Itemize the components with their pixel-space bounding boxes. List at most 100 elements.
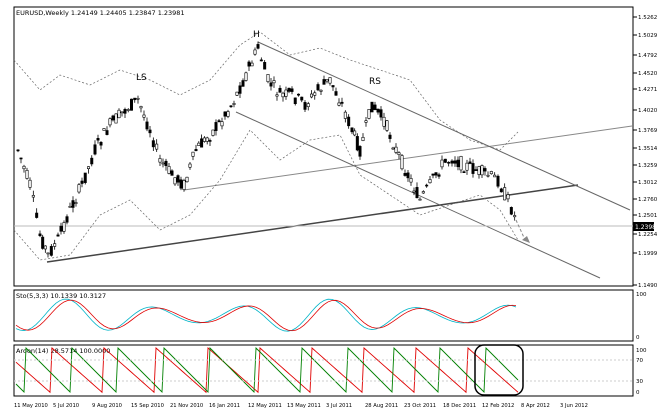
candle-body xyxy=(471,163,475,174)
candle-body xyxy=(244,72,248,81)
candle-body xyxy=(337,102,341,106)
candle-body xyxy=(253,49,257,55)
time-label: 12 Feb 2012 xyxy=(482,403,514,409)
candle-body xyxy=(440,159,444,168)
candle-body xyxy=(108,118,112,126)
candle-body xyxy=(46,252,50,255)
candle-body xyxy=(434,172,438,176)
candle-body xyxy=(503,187,507,201)
aroon-down-line xyxy=(15,346,519,394)
candle-body xyxy=(202,137,206,142)
candle-body xyxy=(53,243,57,247)
candle-body xyxy=(513,215,517,218)
candle-body xyxy=(117,109,121,119)
candle-body xyxy=(334,91,338,96)
candle-body xyxy=(340,101,344,104)
candle-body xyxy=(151,140,155,148)
candle-body xyxy=(25,170,29,179)
candle-body xyxy=(303,102,307,110)
candle-body xyxy=(220,121,224,127)
price-axis: 1.5262 1.5029 1.4792 1.4520 1.4271 1.4020 1.37… xyxy=(633,15,658,289)
price-tick-label: 1.4792 xyxy=(638,53,657,59)
candle-body xyxy=(480,165,484,176)
candle-body xyxy=(506,194,510,200)
candle-body xyxy=(272,80,276,84)
time-label: 5 Jul 2010 xyxy=(53,403,79,409)
candle-body xyxy=(425,184,429,187)
candle-body xyxy=(361,136,365,141)
candle-body xyxy=(412,190,416,193)
candle-body xyxy=(281,92,285,98)
candle-body xyxy=(391,147,395,150)
candle-body xyxy=(136,97,140,100)
candle-body xyxy=(123,109,127,114)
price-tick-label: 1.4020 xyxy=(638,108,658,114)
aroon-tick-label: 0 xyxy=(636,390,640,396)
candle-body xyxy=(56,234,60,237)
candle-body xyxy=(197,142,201,146)
channel-top xyxy=(257,41,631,211)
time-label: 9 Aug 2010 xyxy=(92,403,122,409)
candle-body xyxy=(266,74,270,82)
candle-body xyxy=(191,151,195,157)
time-label: 8 Apr 2012 xyxy=(521,403,550,409)
candle-body xyxy=(364,120,368,123)
candle-body xyxy=(415,187,419,199)
price-tick-label: 1.4520 xyxy=(638,71,658,77)
candle-body xyxy=(68,206,72,208)
candle-body xyxy=(83,172,87,183)
candle-body xyxy=(509,207,513,215)
candle-body xyxy=(114,113,118,124)
candle-body xyxy=(155,143,159,150)
candle-body xyxy=(284,89,288,97)
candle-body xyxy=(59,225,63,232)
candle-body xyxy=(161,162,165,165)
candle-body xyxy=(256,44,260,49)
candle-body xyxy=(200,138,204,148)
price-tick-label: 1.3012 xyxy=(638,180,657,186)
candle-body xyxy=(232,103,236,105)
stochastic-title: Sto(5,3,3) 10.1339 10.3127 xyxy=(16,292,106,300)
candle-body xyxy=(306,103,310,108)
candle-body xyxy=(111,115,115,121)
candle-body xyxy=(431,173,435,176)
price-tick-label: 1.4271 xyxy=(638,87,657,93)
neckline-upper xyxy=(183,125,633,191)
candle-body xyxy=(96,138,100,141)
price-tick-label: 1.5262 xyxy=(638,15,657,21)
candle-body xyxy=(406,172,410,179)
annotation-h: H xyxy=(253,30,260,40)
candle-body xyxy=(217,120,221,122)
candle-body xyxy=(41,236,45,249)
candle-body xyxy=(493,174,497,178)
candle-body xyxy=(43,245,47,250)
candle-body xyxy=(353,130,357,136)
candle-body xyxy=(403,173,407,176)
price-tick-label: 1.3259 xyxy=(638,163,658,169)
time-label: 15 Sep 2010 xyxy=(131,403,164,409)
candle-body xyxy=(65,216,69,223)
candle-body xyxy=(214,122,218,131)
candle-body xyxy=(93,144,97,155)
candle-body xyxy=(296,93,300,96)
candle-body xyxy=(247,61,251,67)
price-tick-label: 1.1999 xyxy=(638,251,658,257)
candle-body xyxy=(355,136,359,151)
time-label: 3 Jul 2011 xyxy=(326,403,352,409)
candle-body xyxy=(211,129,215,136)
candle-body xyxy=(208,140,212,142)
candle-body xyxy=(142,114,146,118)
candle-body xyxy=(90,157,94,165)
candle-body xyxy=(382,116,386,127)
candle-body xyxy=(290,88,294,92)
time-label: 18 Dec 2011 xyxy=(443,403,476,409)
price-tick-label: 1.3769 xyxy=(638,128,658,134)
stochastic-panel xyxy=(13,289,634,342)
candle-body xyxy=(474,169,478,171)
candle-body xyxy=(22,165,26,170)
trendlines xyxy=(14,41,633,279)
candle-body xyxy=(462,171,466,173)
candle-body xyxy=(145,121,149,130)
candle-body xyxy=(71,200,75,208)
